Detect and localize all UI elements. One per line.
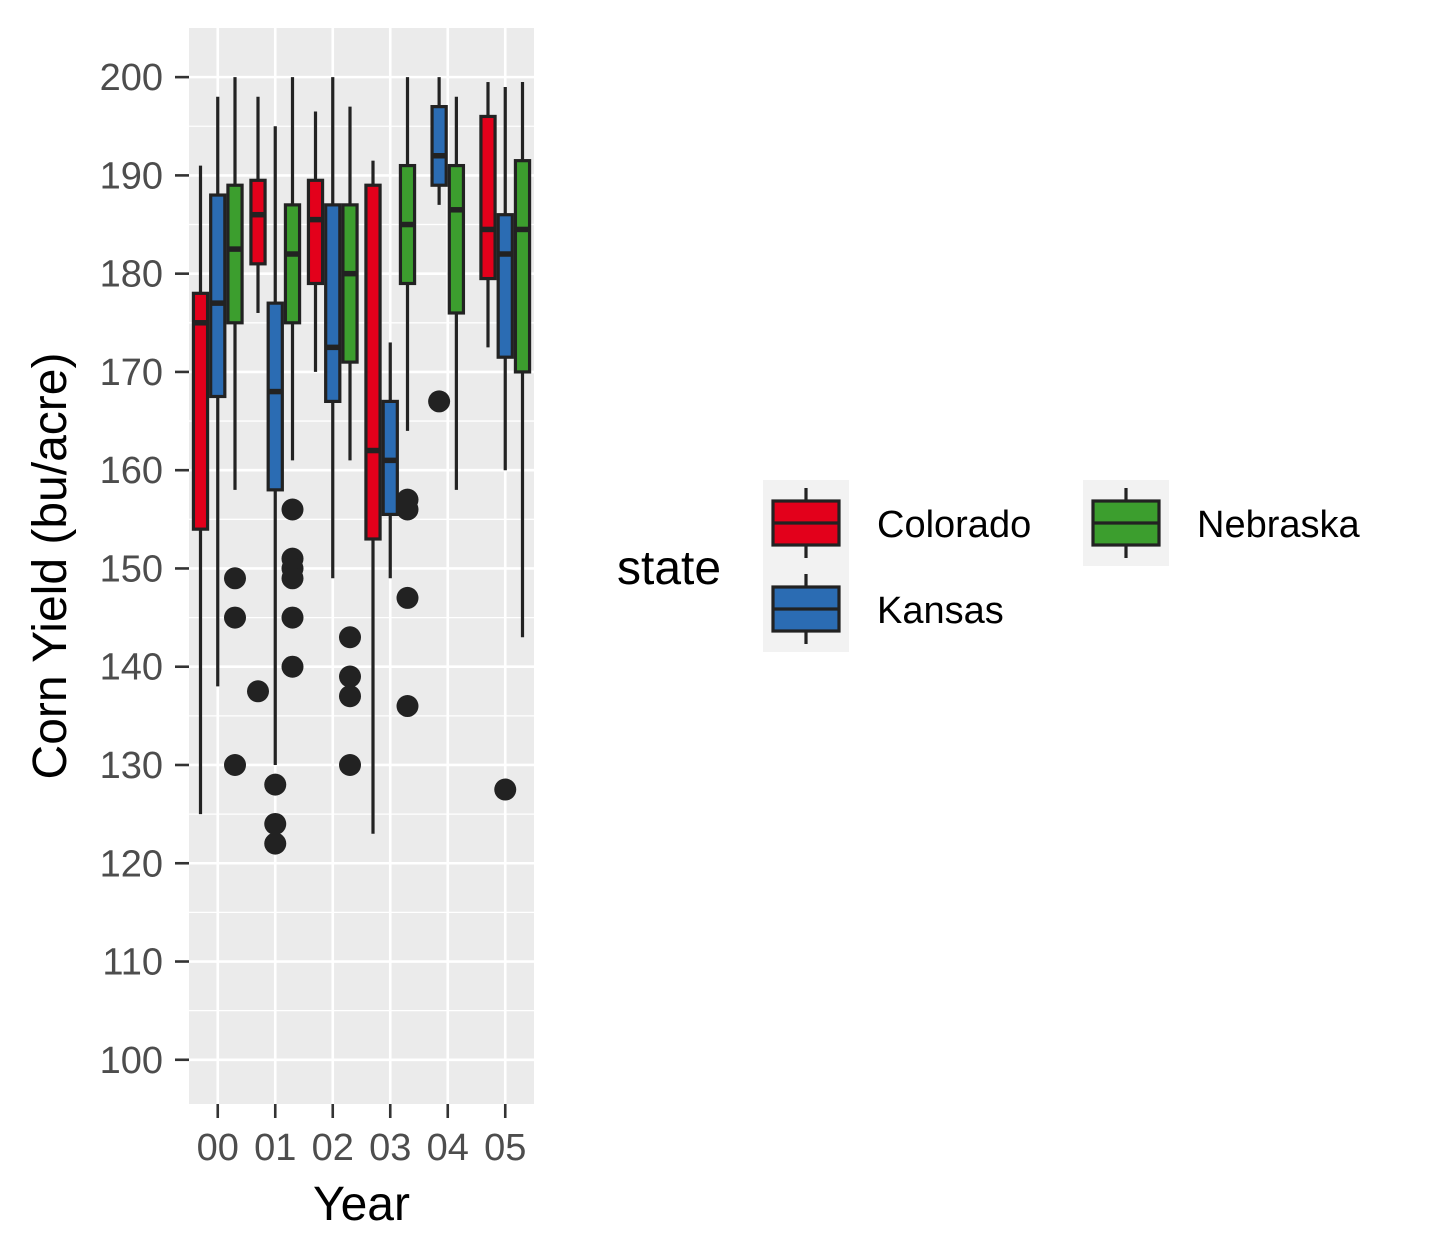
- box-colorado-01: [247, 96, 269, 703]
- outlier-point: [396, 498, 419, 521]
- outlier-point: [339, 665, 361, 688]
- box-body: [324, 203, 342, 404]
- box-body: [447, 163, 466, 315]
- y-axis-title: Corn Yield (bu/acre): [24, 353, 77, 780]
- box-body: [209, 193, 227, 399]
- box-colorado-05: [479, 82, 497, 348]
- outlier-point: [281, 655, 304, 678]
- box-body: [513, 159, 532, 374]
- legend: Colorado Kansas Nebraska: [763, 480, 1360, 652]
- box-kansas-02: [324, 77, 342, 579]
- box-kansas-01: [264, 126, 287, 855]
- legend-label-kansas: Kansas: [877, 590, 1004, 632]
- box-body: [341, 203, 359, 364]
- outlier-point: [224, 606, 246, 629]
- y-tick-label: 180: [100, 254, 163, 296]
- box-kansas-03: [381, 342, 399, 579]
- box-kansas-00: [209, 96, 227, 687]
- x-tick-label: 01: [254, 1127, 296, 1169]
- outlier-point: [494, 778, 517, 801]
- box-body: [283, 203, 302, 325]
- box-kansas-05: [494, 86, 517, 801]
- box-body: [496, 213, 514, 359]
- box-body: [479, 114, 497, 281]
- y-tick-label: 110: [102, 942, 163, 984]
- outlier-point: [281, 606, 304, 629]
- box-colorado-00: [191, 165, 210, 815]
- box-nebraska-02: [339, 106, 361, 776]
- y-axis: 100 110 120 130 140 150 160 170 180 190 200: [100, 57, 189, 1082]
- box-nebraska-05: [513, 82, 532, 638]
- box-kansas-04: [428, 77, 451, 413]
- outlier-point: [224, 567, 246, 590]
- x-tick-label: 03: [369, 1127, 411, 1169]
- box-body: [191, 291, 210, 531]
- y-tick-label: 160: [100, 450, 163, 492]
- outlier-point: [396, 586, 419, 609]
- x-tick-label: 05: [484, 1127, 526, 1169]
- box-body: [249, 178, 267, 266]
- box-colorado-02: [306, 111, 325, 372]
- box-body: [364, 183, 382, 541]
- legend-item-colorado: Colorado: [763, 480, 1031, 566]
- box-nebraska-00: [224, 77, 246, 776]
- box-nebraska-01: [281, 77, 304, 678]
- outlier-point: [281, 498, 304, 521]
- legend-label-colorado: Colorado: [877, 504, 1031, 546]
- x-axis: 00 01 02 03 04 05: [197, 1104, 526, 1169]
- legend-item-nebraska: Nebraska: [1083, 480, 1360, 566]
- x-axis-title: Year: [313, 1178, 410, 1231]
- box-body: [226, 183, 244, 325]
- y-tick-label: 200: [100, 57, 163, 99]
- y-tick-label: 120: [100, 843, 163, 885]
- box-body: [430, 105, 448, 187]
- x-tick-label: 04: [427, 1127, 469, 1169]
- outlier-point: [224, 753, 246, 776]
- outlier-point: [339, 753, 361, 776]
- y-tick-label: 140: [100, 647, 163, 689]
- outlier-point: [247, 680, 269, 703]
- outlier-point: [264, 832, 287, 855]
- boxes: [191, 77, 532, 855]
- plot-panel: [189, 28, 534, 1104]
- x-tick-label: 02: [312, 1127, 354, 1169]
- x-tick-label: 00: [197, 1127, 239, 1169]
- legend-label-nebraska: Nebraska: [1197, 504, 1360, 546]
- y-tick-label: 130: [100, 745, 163, 787]
- box-body: [266, 301, 284, 492]
- outlier-point: [396, 695, 419, 718]
- y-tick-label: 170: [100, 352, 163, 394]
- outlier-point: [264, 773, 287, 796]
- outlier-point: [281, 567, 304, 590]
- outlier-point: [339, 685, 361, 708]
- legend-title: state: [617, 542, 721, 595]
- box-nebraska-04: [447, 96, 466, 490]
- box-body: [306, 178, 325, 286]
- outlier-point: [264, 812, 287, 835]
- y-tick-label: 150: [100, 548, 163, 590]
- y-tick-label: 100: [100, 1040, 163, 1082]
- y-tick-label: 190: [100, 155, 163, 197]
- outlier-point: [428, 390, 451, 413]
- box-colorado-03: [364, 160, 382, 834]
- legend-item-kansas: Kansas: [763, 566, 1004, 652]
- outlier-point: [339, 626, 361, 649]
- box-nebraska-03: [396, 77, 419, 718]
